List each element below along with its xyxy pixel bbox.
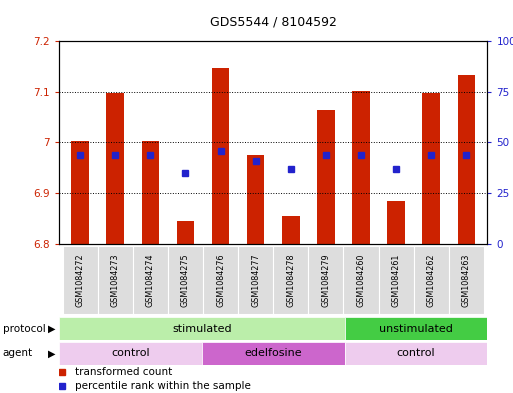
Bar: [422, 93, 440, 244]
Bar: [282, 216, 300, 244]
Bar: [59, 342, 202, 365]
Bar: [387, 201, 405, 244]
Text: stimulated: stimulated: [172, 323, 231, 334]
Bar: [352, 91, 370, 244]
Text: GSM1084272: GSM1084272: [75, 253, 85, 307]
Text: percentile rank within the sample: percentile rank within the sample: [75, 381, 251, 391]
Bar: [106, 93, 124, 244]
Bar: [142, 141, 159, 244]
Bar: [71, 141, 89, 244]
Text: GSM1084262: GSM1084262: [427, 253, 436, 307]
Text: control: control: [397, 348, 435, 358]
Bar: [273, 246, 308, 314]
Bar: [133, 246, 168, 314]
Text: GSM1084274: GSM1084274: [146, 253, 155, 307]
Bar: [203, 246, 238, 314]
Bar: [202, 342, 345, 365]
Bar: [345, 317, 487, 340]
Bar: [212, 68, 229, 244]
Bar: [247, 155, 264, 244]
Bar: [345, 342, 487, 365]
Text: GSM1084263: GSM1084263: [462, 253, 471, 307]
Text: GSM1084279: GSM1084279: [321, 253, 330, 307]
Text: GSM1084260: GSM1084260: [357, 253, 365, 307]
Text: GDS5544 / 8104592: GDS5544 / 8104592: [210, 16, 337, 29]
Text: control: control: [111, 348, 150, 358]
Bar: [63, 246, 97, 314]
Bar: [317, 110, 334, 244]
Text: protocol: protocol: [3, 323, 45, 334]
Text: agent: agent: [3, 348, 33, 358]
Bar: [379, 246, 413, 314]
Bar: [343, 246, 379, 314]
Text: edelfosine: edelfosine: [244, 348, 302, 358]
Text: GSM1084277: GSM1084277: [251, 253, 260, 307]
Text: GSM1084273: GSM1084273: [111, 253, 120, 307]
Bar: [413, 246, 449, 314]
Text: GSM1084261: GSM1084261: [391, 253, 401, 307]
Bar: [308, 246, 343, 314]
Text: transformed count: transformed count: [75, 367, 173, 377]
Bar: [176, 221, 194, 244]
Bar: [458, 75, 475, 244]
Bar: [97, 246, 133, 314]
Text: ▶: ▶: [48, 323, 55, 334]
Text: GSM1084278: GSM1084278: [286, 253, 295, 307]
Text: GSM1084276: GSM1084276: [216, 253, 225, 307]
Bar: [59, 317, 345, 340]
Bar: [238, 246, 273, 314]
Text: GSM1084275: GSM1084275: [181, 253, 190, 307]
Bar: [168, 246, 203, 314]
Text: ▶: ▶: [48, 348, 55, 358]
Text: unstimulated: unstimulated: [379, 323, 453, 334]
Bar: [449, 246, 484, 314]
